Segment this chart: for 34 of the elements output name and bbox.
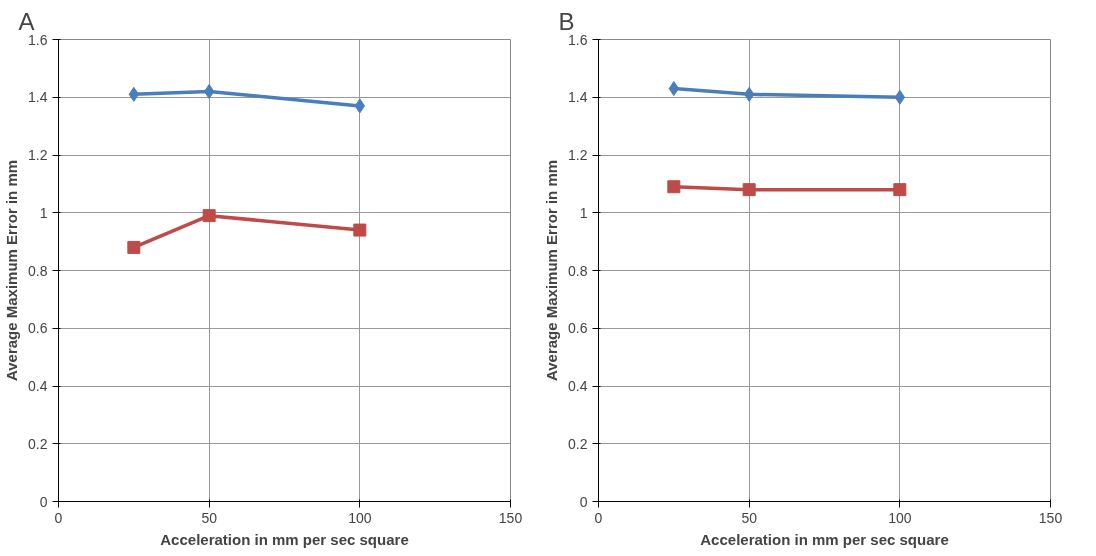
x-tick-label: 150	[498, 509, 523, 526]
y-tick-label: 0	[579, 493, 588, 510]
x-tick-label: 100	[348, 509, 372, 526]
y-tick-label: 0.2	[568, 435, 588, 452]
point	[353, 223, 367, 237]
y-tick-label: 1.2	[568, 147, 588, 163]
point	[127, 240, 141, 254]
point	[893, 183, 907, 197]
x-tick-label: 50	[201, 509, 218, 526]
x-tick-label: 100	[888, 509, 912, 526]
x-tick-label: 0	[54, 509, 63, 526]
point	[742, 183, 756, 197]
x-tick-label: 0	[594, 509, 603, 526]
y-tick-label: 1.4	[568, 89, 588, 106]
x-tick-label: 50	[741, 509, 758, 526]
y-axis-title: Average Maximum Error in mm	[543, 159, 561, 382]
y-tick-label: 0.6	[28, 320, 48, 337]
y-tick-label: 0.4	[568, 378, 588, 394]
y-tick-label: 0.2	[28, 435, 48, 452]
y-tick-label: 0.8	[568, 262, 588, 279]
y-tick-label: 1.4	[28, 89, 48, 106]
y-tick-label: 0.6	[568, 320, 588, 337]
y-tick-label: 1	[579, 204, 588, 221]
point	[667, 180, 681, 194]
y-tick-label: 1	[39, 204, 48, 221]
x-tick-label: 150	[1038, 509, 1063, 526]
x-axis-title: Acceleration in mm per sec square	[160, 530, 409, 548]
y-tick-label: 0.4	[28, 378, 48, 394]
y-tick-label: 0.8	[28, 262, 48, 279]
y-tick-label: 0	[39, 493, 48, 510]
point	[202, 209, 216, 223]
y-tick-label: 1.2	[28, 147, 48, 163]
y-axis-title: Average Maximum Error in mm	[3, 159, 21, 382]
x-axis-title: Acceleration in mm per sec square	[700, 530, 949, 548]
